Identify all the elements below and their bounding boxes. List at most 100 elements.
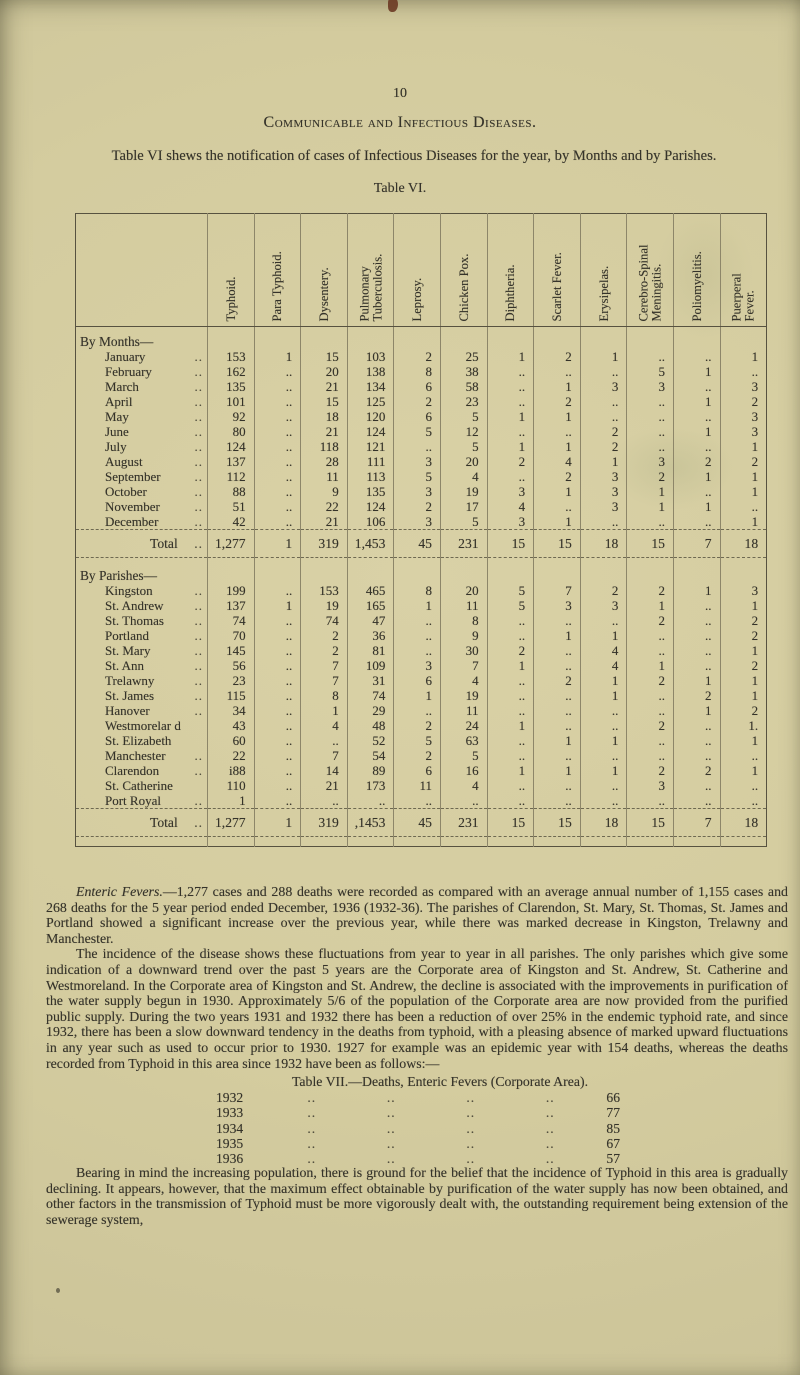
deaths-value: 67 bbox=[606, 1135, 620, 1151]
cell-value: 1 bbox=[719, 673, 767, 688]
cell-value: 3 bbox=[393, 658, 441, 673]
cell-value: .. bbox=[672, 748, 721, 763]
cell-value: 11 bbox=[439, 703, 488, 718]
cell-value: 80 bbox=[207, 424, 255, 439]
cell-value: 15 bbox=[533, 529, 581, 558]
cell-value: 1 bbox=[719, 733, 767, 748]
empty-cell bbox=[300, 557, 348, 583]
cell-value: .. bbox=[579, 394, 627, 409]
cell-value: .. bbox=[533, 364, 581, 379]
dot-leader: .. bbox=[307, 1105, 317, 1121]
cell-value: 15 bbox=[533, 808, 581, 837]
cell-value: 6 bbox=[393, 673, 441, 688]
page-number: 10 bbox=[393, 86, 407, 101]
cell-value: 48 bbox=[346, 718, 394, 733]
cell-value: .. bbox=[672, 484, 721, 499]
cell-value: .. bbox=[486, 469, 534, 484]
dot-leader: .. bbox=[194, 469, 203, 484]
cell-value: .. bbox=[253, 778, 301, 793]
cell-value: 1 bbox=[579, 454, 627, 469]
cell-value: 2 bbox=[719, 658, 767, 673]
cell-value: 15 bbox=[626, 808, 674, 837]
cell-value: .. bbox=[719, 793, 767, 809]
cell-value: 19 bbox=[439, 688, 488, 703]
cell-value: 5 bbox=[439, 409, 488, 424]
cell-value: .. bbox=[486, 364, 534, 379]
table-row: Portland.. 70.. 2 36.. 9.. 1 1.... 2 bbox=[76, 628, 767, 643]
empty-cell bbox=[533, 326, 581, 349]
dot-leader: .. bbox=[194, 424, 203, 439]
cell-value: 2 bbox=[579, 583, 627, 598]
cell-value: 12 bbox=[439, 424, 488, 439]
group-label-row: By Months— bbox=[76, 326, 767, 349]
cell-value: 112 bbox=[207, 469, 255, 484]
cell-value: 1 bbox=[533, 628, 581, 643]
cell-value: 3 bbox=[626, 454, 674, 469]
cell-value: .. bbox=[533, 658, 581, 673]
cell-value: 199 bbox=[207, 583, 255, 598]
cell-value: 7 bbox=[300, 748, 348, 763]
cell-value: .. bbox=[253, 718, 301, 733]
cell-value: 20 bbox=[300, 364, 348, 379]
empty-cell bbox=[579, 836, 627, 847]
dot-leader: .. bbox=[545, 1120, 555, 1136]
cell-value: 7 bbox=[300, 673, 348, 688]
dot-leader: .. bbox=[194, 793, 203, 808]
cell-value: .. bbox=[253, 469, 301, 484]
empty-cell bbox=[579, 557, 627, 583]
cell-value: 1 bbox=[486, 658, 534, 673]
cell-value: 125 bbox=[346, 394, 394, 409]
row-label: March bbox=[105, 379, 139, 394]
empty-cell bbox=[626, 836, 674, 847]
cell-value: 2 bbox=[626, 469, 674, 484]
table-row: Trelawny.. 23.. 7 31 6 4.. 2 1 2 1 1 bbox=[76, 673, 767, 688]
section-heading: Communicable and Infectious Diseases. bbox=[263, 114, 537, 131]
cell-value: 124 bbox=[207, 439, 255, 454]
cell-value: .. bbox=[486, 748, 534, 763]
year-label: 1936 bbox=[216, 1150, 244, 1166]
cell-value: 1 bbox=[300, 703, 348, 718]
cell-value: 319 bbox=[300, 808, 348, 837]
paragraph-text: —1,277 cases and 288 deaths were recorde… bbox=[46, 885, 788, 947]
cell-value: 21 bbox=[300, 379, 348, 394]
cell-value: 101 bbox=[207, 394, 255, 409]
cell-value: 21 bbox=[300, 514, 348, 530]
cell-value: 3 bbox=[393, 514, 441, 530]
dot-leader: .. bbox=[466, 1150, 476, 1166]
dot-leader: .. bbox=[545, 1105, 555, 1121]
cell-value: 1 bbox=[486, 439, 534, 454]
empty-cell bbox=[253, 557, 301, 583]
cell-value: 1 bbox=[672, 499, 721, 514]
total-row: Total.. 1,277 1 319 1,453 45 231 15 15 18 15 7 18 bbox=[75, 529, 767, 558]
table-row: March.. 135.. 21 134 6 58.. 1 3 3.. 3 bbox=[76, 379, 767, 394]
table-row: St. Thomas.. 74.. 74 47.. 8...... 2.. 2 bbox=[76, 613, 767, 628]
cell-value: .. bbox=[672, 718, 721, 733]
cell-value: 1 bbox=[626, 598, 674, 613]
table7-caption: Table VII.—Deaths, Enteric Fevers (Corpo… bbox=[291, 1074, 589, 1090]
cell-value: 3 bbox=[486, 484, 534, 499]
row-label: Clarendon bbox=[105, 763, 160, 778]
cell-value: 1 bbox=[719, 469, 767, 484]
row-label: Port Royal bbox=[105, 793, 161, 808]
cell-value: 153 bbox=[300, 583, 348, 598]
cell-value: 3 bbox=[626, 379, 674, 394]
cell-value: 5 bbox=[439, 514, 488, 530]
infectious-diseases-table: Typhoid. Para Typhoid. Dysentery. Pulmonary… bbox=[75, 213, 768, 847]
cell-value: 121 bbox=[346, 439, 394, 454]
cell-value: 111 bbox=[346, 454, 394, 469]
empty-cell bbox=[626, 326, 674, 349]
row-label: Kingston bbox=[105, 583, 153, 598]
dot-leader: .. bbox=[194, 364, 203, 379]
cell-value: 51 bbox=[207, 499, 255, 514]
cell-value: .. bbox=[393, 613, 441, 628]
empty-cell bbox=[626, 557, 674, 583]
cell-value: 2 bbox=[719, 394, 767, 409]
cell-value: 1 bbox=[626, 499, 674, 514]
row-label: Manchester bbox=[105, 748, 166, 763]
cell-value: 1 bbox=[579, 733, 627, 748]
cell-value: .. bbox=[393, 643, 441, 658]
intro-text: Table VI shews the notification of cases… bbox=[111, 148, 717, 164]
cell-value: 21 bbox=[300, 424, 348, 439]
empty-cell bbox=[393, 557, 441, 583]
